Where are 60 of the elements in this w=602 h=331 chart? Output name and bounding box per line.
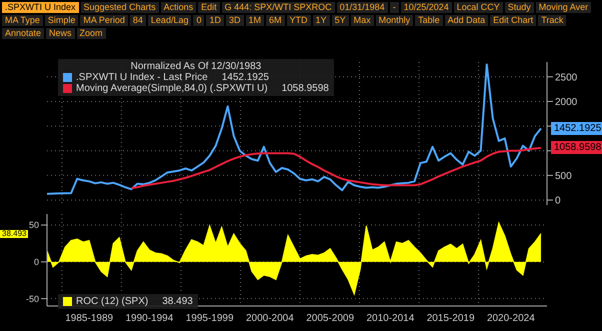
text: Local CCY [454,2,503,13]
x-tick-label: 2015-2019 [426,313,475,324]
text: 1452.1925 [222,72,269,83]
text: 38.493 [0,228,28,238]
line-series [130,146,542,190]
text: 1D [206,15,224,26]
text: Annotate [2,28,44,39]
x-tick-label: 1985-1989 [65,313,114,324]
text: Zoom [76,28,106,39]
y-tick-label: 2500 [555,72,578,84]
text: 1Y [312,15,330,26]
line-series [46,63,542,195]
text: Monthly [376,15,414,26]
x-tick-label: 2005-2009 [306,313,354,324]
text: .SPXWTI U Index [2,2,79,13]
text: 10/25/2024 [400,2,452,13]
text: 1M [246,15,264,26]
text: Suggested Charts [80,2,159,13]
text: YTD [286,15,311,26]
text: 01/31/1984 [336,2,388,13]
text: Track [538,15,566,26]
data-label: 1452.1925 [551,122,602,135]
text: Moving Aver [536,2,592,13]
y-tick-label: 0 [34,257,39,268]
text: News [46,28,75,39]
text: Max [350,15,374,26]
annotation: 38.493 [162,296,193,307]
text: 1058.9598 [282,83,329,94]
text: G 444: SPX/WTI SPXROC [222,2,335,13]
x-tick-label: 2010-2014 [366,313,415,324]
x-tick-label: 2000-2004 [246,313,294,324]
text: MA Type [2,15,43,26]
y-tick-label: 2000 [555,97,578,108]
legend-label: .SPXWTI U Index - Last Price [76,72,208,83]
y-tick-label: -50 [26,294,39,304]
text: Study [504,2,534,13]
y-tick-label: 50 [28,220,39,230]
text: Edit [198,2,220,13]
text: Simple [44,15,78,26]
text: - [390,2,399,13]
x-tick-label: 1990-1994 [125,313,174,324]
text: 3D [226,15,244,26]
text: Actions [160,2,196,13]
legend-label: Moving Average(Simple,84,0) (.SPXWTI U) [76,83,268,94]
text: Lead/Lag [148,15,192,26]
text: MA Period [80,15,128,26]
legend-label: ROC (12) (SPX) [76,296,148,307]
text: Add Data [444,15,488,26]
text: 6M [266,15,285,26]
text: Table [415,15,443,26]
legend-title: Normalized As Of 12/30/1983 [130,61,262,72]
text: 84 [130,15,146,26]
y-tick-label: 0 [555,196,561,207]
text: Edit Chart [490,15,536,26]
text: 0 [193,15,204,26]
x-tick-label: 1995-1999 [186,313,234,324]
x-tick-label: 2020-2024 [486,313,536,324]
y-tick-label: 500 [555,170,572,182]
data-label: 1058.9598 [551,141,602,154]
text: 5Y [332,15,349,26]
